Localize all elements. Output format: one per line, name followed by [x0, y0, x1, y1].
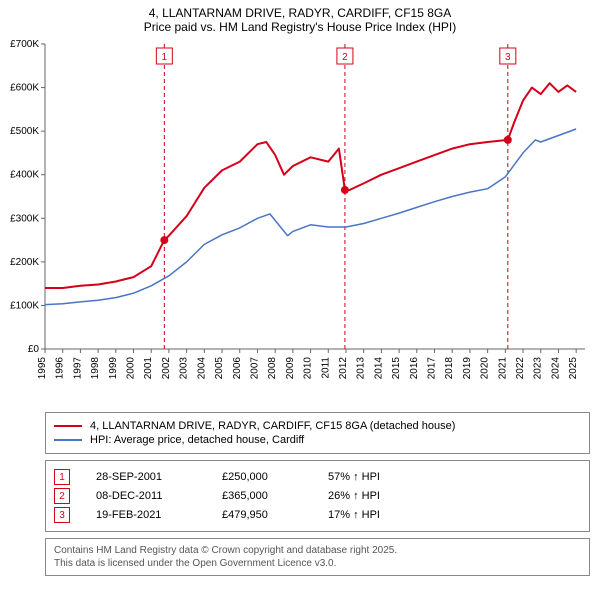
svg-text:2012: 2012 — [338, 357, 349, 380]
svg-text:2002: 2002 — [161, 357, 172, 380]
svg-text:2006: 2006 — [232, 357, 243, 380]
event-date: 28-SEP-2001 — [96, 471, 196, 483]
license-box: Contains HM Land Registry data © Crown c… — [45, 538, 590, 576]
svg-text:1998: 1998 — [90, 357, 101, 380]
event-note: 57% ↑ HPI — [328, 471, 380, 483]
svg-text:2000: 2000 — [126, 357, 137, 380]
svg-text:1997: 1997 — [72, 357, 83, 380]
event-date: 08-DEC-2011 — [96, 490, 196, 502]
svg-text:£0: £0 — [28, 344, 40, 355]
svg-text:2001: 2001 — [143, 357, 154, 380]
chart-area: £0 £100K £200K £300K £400K £500K £600K £700K 199… — [0, 36, 600, 406]
event-note: 26% ↑ HPI — [328, 490, 380, 502]
svg-text:2011: 2011 — [320, 357, 331, 379]
svg-text:2007: 2007 — [249, 357, 260, 380]
svg-text:£100K: £100K — [10, 300, 39, 311]
svg-text:2022: 2022 — [515, 357, 526, 380]
svg-text:2014: 2014 — [373, 357, 384, 380]
svg-text:2013: 2013 — [356, 357, 367, 380]
svg-text:1995: 1995 — [37, 357, 48, 380]
svg-text:£700K: £700K — [10, 39, 39, 50]
svg-text:1: 1 — [162, 52, 168, 63]
event-number: 2 — [59, 491, 65, 502]
svg-text:2003: 2003 — [179, 357, 190, 380]
svg-text:£300K: £300K — [10, 213, 39, 224]
event-row: 1 28-SEP-2001 £250,000 57% ↑ HPI — [54, 469, 581, 485]
legend-label: 4, LLANTARNAM DRIVE, RADYR, CARDIFF, CF1… — [90, 420, 455, 432]
svg-text:2015: 2015 — [391, 357, 402, 380]
svg-text:2017: 2017 — [427, 357, 438, 380]
svg-text:2018: 2018 — [444, 357, 455, 380]
line-chart: £0 £100K £200K £300K £400K £500K £600K £700K 199… — [0, 36, 600, 406]
title-line-2: Price paid vs. HM Land Registry's House … — [0, 20, 600, 34]
event-price: £365,000 — [222, 490, 302, 502]
svg-text:2019: 2019 — [462, 357, 473, 380]
svg-text:2023: 2023 — [533, 357, 544, 380]
chart-titles: 4, LLANTARNAM DRIVE, RADYR, CARDIFF, CF1… — [0, 0, 600, 36]
svg-text:2021: 2021 — [497, 357, 508, 380]
event-badge: 2 — [54, 488, 70, 504]
license-line: Contains HM Land Registry data © Crown c… — [54, 544, 581, 557]
event-number: 1 — [59, 472, 65, 483]
svg-text:2025: 2025 — [568, 357, 579, 380]
legend-label: HPI: Average price, detached house, Card… — [90, 434, 304, 446]
svg-text:1996: 1996 — [55, 357, 66, 380]
svg-text:2005: 2005 — [214, 357, 225, 380]
event-note: 17% ↑ HPI — [328, 509, 380, 521]
event-badge: 1 — [54, 469, 70, 485]
legend: 4, LLANTARNAM DRIVE, RADYR, CARDIFF, CF1… — [45, 412, 590, 454]
event-number: 3 — [59, 510, 65, 521]
svg-text:2008: 2008 — [267, 357, 278, 380]
svg-text:3: 3 — [505, 52, 511, 63]
svg-text:2024: 2024 — [550, 357, 561, 380]
svg-text:2020: 2020 — [480, 357, 491, 380]
legend-item: HPI: Average price, detached house, Card… — [54, 434, 581, 446]
svg-text:£500K: £500K — [10, 126, 39, 137]
title-line-1: 4, LLANTARNAM DRIVE, RADYR, CARDIFF, CF1… — [0, 6, 600, 20]
license-line: This data is licensed under the Open Gov… — [54, 557, 581, 570]
svg-text:2016: 2016 — [409, 357, 420, 380]
legend-swatch — [54, 439, 82, 441]
svg-text:2: 2 — [342, 52, 348, 63]
events-table: 1 28-SEP-2001 £250,000 57% ↑ HPI 2 08-DE… — [45, 460, 590, 532]
svg-text:£600K: £600K — [10, 83, 39, 94]
legend-item: 4, LLANTARNAM DRIVE, RADYR, CARDIFF, CF1… — [54, 420, 581, 432]
event-row: 3 19-FEB-2021 £479,950 17% ↑ HPI — [54, 507, 581, 523]
svg-text:2009: 2009 — [285, 357, 296, 380]
event-price: £250,000 — [222, 471, 302, 483]
legend-swatch — [54, 425, 82, 427]
svg-text:£400K: £400K — [10, 170, 39, 181]
event-date: 19-FEB-2021 — [96, 509, 196, 521]
event-badge: 3 — [54, 507, 70, 523]
svg-text:£200K: £200K — [10, 257, 39, 268]
svg-text:2004: 2004 — [196, 357, 207, 380]
svg-text:2010: 2010 — [303, 357, 314, 380]
svg-text:1999: 1999 — [108, 357, 119, 380]
event-row: 2 08-DEC-2011 £365,000 26% ↑ HPI — [54, 488, 581, 504]
event-price: £479,950 — [222, 509, 302, 521]
